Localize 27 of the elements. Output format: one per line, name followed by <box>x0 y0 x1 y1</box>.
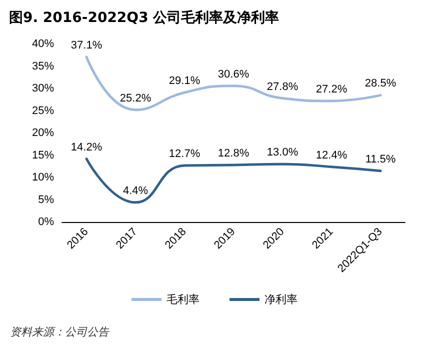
data-label: 14.2% <box>70 141 102 154</box>
y-tick-label: 10% <box>32 172 54 184</box>
data-label: 12.4% <box>316 149 348 162</box>
legend-label: 毛利率 <box>166 293 200 306</box>
data-label: 27.8% <box>266 80 298 93</box>
y-tick-label: 15% <box>32 149 54 162</box>
y-tick-label: 40% <box>32 38 54 50</box>
chart-title: 图9. 2016-2022Q3 公司毛利率及净利率 <box>9 9 280 26</box>
text: 资料来源：公司公告 <box>10 326 110 338</box>
data-label: 12.8% <box>218 148 250 160</box>
data-label: 4.4% <box>122 184 148 197</box>
data-label: 11.5% <box>365 153 396 166</box>
data-label: 13.0% <box>266 146 298 159</box>
y-tick-label: 20% <box>32 127 54 139</box>
y-tick-label: 30% <box>32 82 54 94</box>
y-tick-label: 25% <box>32 104 54 117</box>
data-label: 12.7% <box>168 148 200 160</box>
y-tick-label: 0% <box>38 216 54 228</box>
data-label: 29.1% <box>168 75 200 88</box>
data-label: 28.5% <box>364 78 396 90</box>
y-tick-label: 35% <box>32 60 54 72</box>
data-label: 27.2% <box>316 83 348 96</box>
data-label: 37.1% <box>70 39 102 52</box>
data-label: 25.2% <box>120 92 152 104</box>
y-tick-label: 5% <box>38 194 54 206</box>
data-label: 30.6% <box>218 68 250 80</box>
legend-label: 净利率 <box>264 293 298 306</box>
